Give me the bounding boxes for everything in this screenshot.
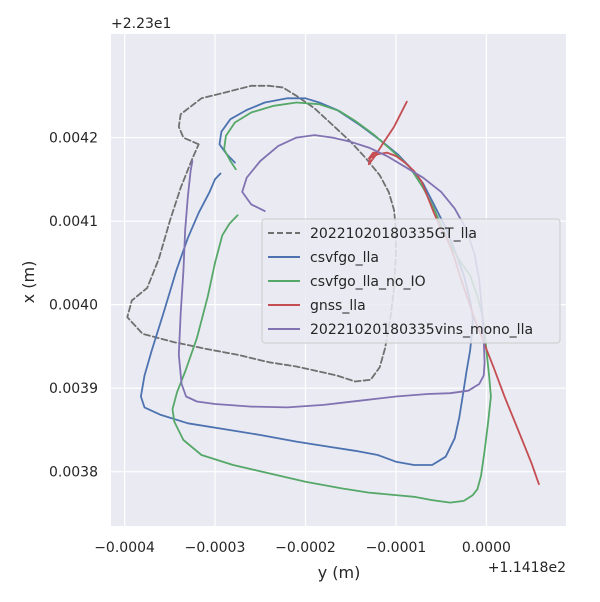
y-tick-label-4: 0.0042: [49, 131, 98, 147]
series-line-1: [139, 97, 474, 466]
series-line-4: [177, 134, 486, 409]
y-ticks: 0.0038 0.0039 0.0040 0.0041 0.0042: [49, 131, 98, 481]
x-tick-label-3: −0.0001: [366, 540, 427, 556]
y-axis-label: x (m): [19, 261, 38, 304]
legend-box: [261, 218, 561, 344]
x-tick-label-2: −0.0002: [275, 540, 336, 556]
x-offset-label: +1.1418e2: [488, 560, 566, 576]
legend-label-4: 20221020180335vins_mono_lla: [310, 322, 533, 338]
legend: 20221020180335GT_lla csvfgo_lla csvfgo_lla…: [261, 218, 561, 344]
legend-label-1: csvfgo_lla: [310, 250, 379, 266]
x-ticks: −0.0004 −0.0003 −0.0002 −0.0001 0.0000: [94, 540, 511, 556]
x-tick-label-1: −0.0003: [185, 540, 246, 556]
series-line-3: [367, 100, 540, 486]
y-tick-label-1: 0.0039: [49, 381, 98, 397]
x-tick-label-4: 0.0000: [462, 540, 511, 556]
x-tick-label-0: −0.0004: [94, 540, 155, 556]
legend-label-0: 20221020180335GT_lla: [310, 226, 477, 242]
y-tick-label-0: 0.0038: [49, 465, 98, 481]
y-offset-label: +2.23e1: [111, 16, 171, 32]
x-axis-label: y (m): [318, 563, 361, 582]
y-tick-label-3: 0.0041: [49, 214, 98, 230]
y-tick-label-2: 0.0040: [49, 298, 98, 314]
series-line-2: [171, 101, 492, 504]
legend-label-2: csvfgo_lla_no_IO: [310, 274, 426, 290]
legend-items: 20221020180335GT_lla csvfgo_lla csvfgo_lla…: [268, 226, 533, 338]
legend-label-3: gnss_lla: [310, 298, 366, 314]
